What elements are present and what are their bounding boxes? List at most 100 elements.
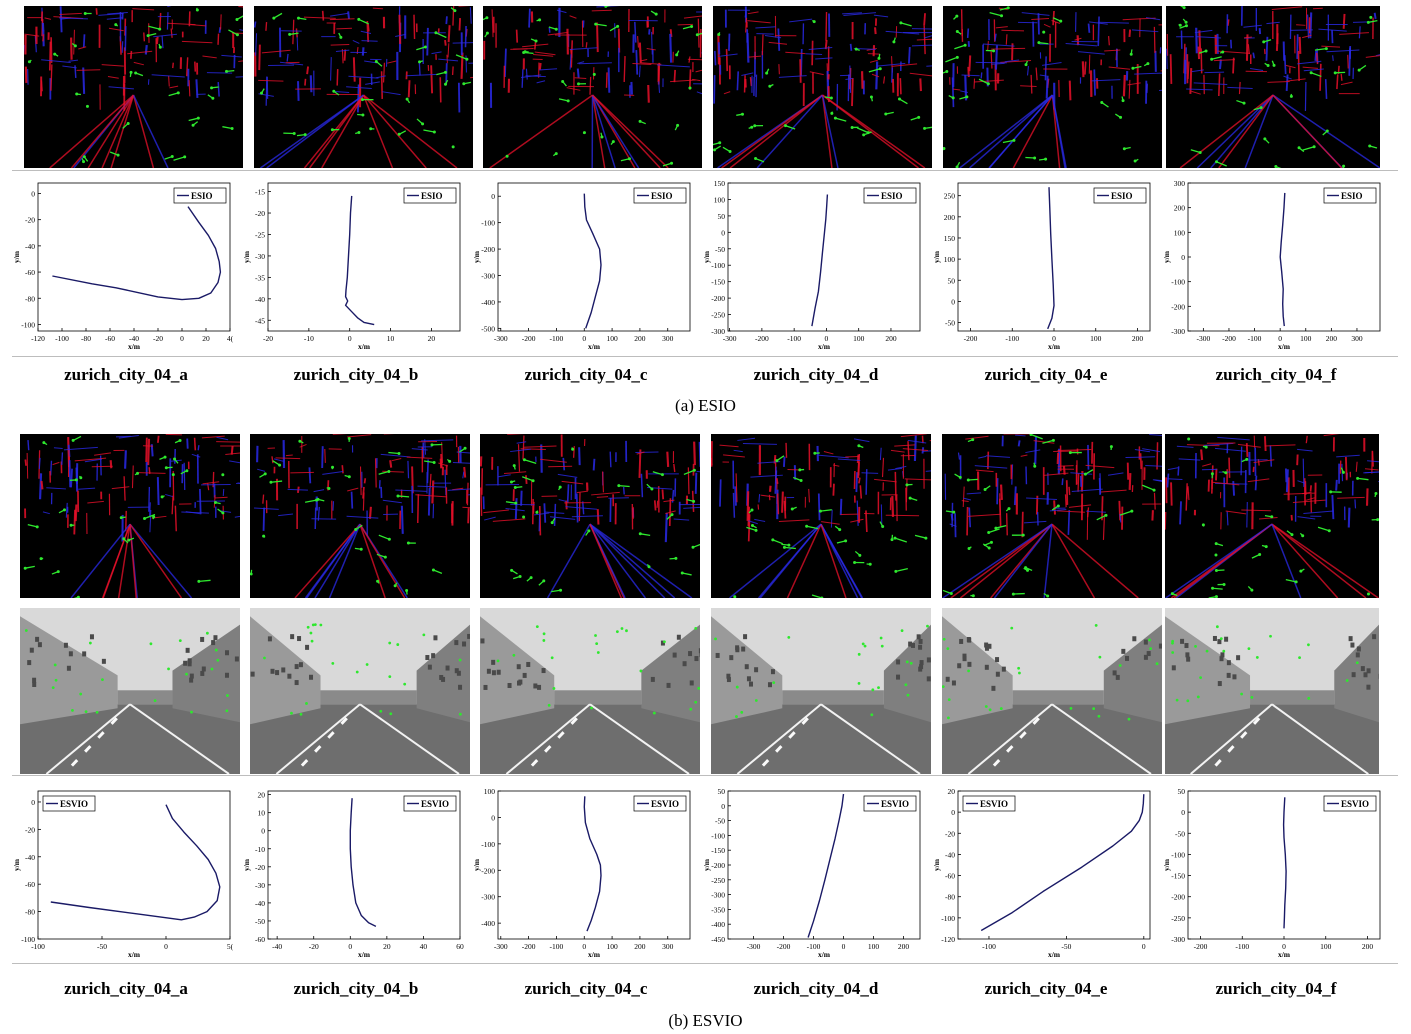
y-tick-label: -250 xyxy=(711,876,725,885)
x-tick-label: -100 xyxy=(31,942,45,951)
y-tick-label: -80 xyxy=(25,908,35,917)
y-tick-label: -30 xyxy=(255,252,265,261)
y-tick-label: -300 xyxy=(1171,327,1185,336)
legend: ESVIO xyxy=(863,795,917,812)
legend-label: ESVIO xyxy=(651,799,679,809)
y-tick-label: -200 xyxy=(1171,893,1185,902)
x-tick-label: -300 xyxy=(747,942,761,951)
sequence-name: zurich_city_04_f xyxy=(1215,365,1337,384)
y-tick-label: -400 xyxy=(481,919,495,928)
y-tick-label: 250 xyxy=(944,192,956,201)
y-tick-label: -100 xyxy=(711,261,725,270)
legend: ESVIO xyxy=(633,795,687,812)
y-tick-label: -20 xyxy=(255,863,265,872)
y-axis-label: y/m xyxy=(12,858,21,871)
x-axis-label: x/m xyxy=(818,342,831,351)
y-tick-label: 0 xyxy=(951,808,955,817)
trajectory-plot-b-2: 20 10 0 -10 -20 -30 -40 -50 -60 -40 -20 0 20 40 60 x/m y… xyxy=(242,790,464,959)
y-tick-label: -250 xyxy=(711,311,725,320)
x-tick-label: 200 xyxy=(634,334,646,343)
grayscale-frame xyxy=(480,608,700,774)
y-tick-label: -60 xyxy=(945,872,955,881)
y-tick-label: 200 xyxy=(944,213,956,222)
x-tick-label: 0 xyxy=(164,942,168,951)
y-tick-label: 100 xyxy=(714,195,726,204)
plot-frame xyxy=(727,790,921,940)
y-tick-label: -50 xyxy=(1175,829,1185,838)
y-tick-label: 0 xyxy=(31,798,35,807)
y-tick-label: -200 xyxy=(711,861,725,870)
x-axis-label: x/m xyxy=(588,950,601,959)
y-tick-label: -150 xyxy=(711,278,725,287)
trajectory-line xyxy=(52,206,222,301)
x-tick-label: -300 xyxy=(723,334,737,343)
y-tick-label: -80 xyxy=(945,893,955,902)
legend: ESVIO xyxy=(42,795,96,812)
y-tick-label: 150 xyxy=(714,179,726,188)
y-tick-label: -300 xyxy=(481,272,495,281)
y-axis-label: y/m xyxy=(12,250,21,263)
sequence-name: zurich_city_04_f xyxy=(1215,979,1337,998)
plot-frame xyxy=(37,790,231,940)
y-tick-label: -60 xyxy=(25,880,35,889)
trajectory-line xyxy=(1047,187,1055,330)
y-tick-label: 200 xyxy=(1174,204,1186,213)
trajectory-line xyxy=(344,195,375,326)
y-tick-label: 50 xyxy=(718,212,726,221)
grayscale-frame xyxy=(711,608,931,774)
y-tick-label: -50 xyxy=(945,319,955,328)
x-tick-label: -50 xyxy=(1061,942,1071,951)
grayscale-frame xyxy=(942,608,1162,774)
separator-line xyxy=(12,963,1398,964)
plot-frame xyxy=(727,182,921,332)
y-tick-label: -300 xyxy=(481,893,495,902)
x-tick-label: -200 xyxy=(1222,334,1236,343)
x-tick-label: 20 xyxy=(428,334,436,343)
y-tick-label: 20 xyxy=(258,791,266,800)
x-tick-label: -200 xyxy=(777,942,791,951)
trajectory-plot-b-4: 50 0 -50 -100 -150 -200 -250 -300 -350 -400 -450 -3… xyxy=(702,787,921,959)
legend-label: ESVIO xyxy=(421,799,449,809)
y-tick-label: -100 xyxy=(481,840,495,849)
x-axis-label: x/m xyxy=(358,342,371,351)
sequence-name: zurich_city_04_e xyxy=(984,365,1108,384)
sequence-name: zurich_city_04_c xyxy=(524,365,648,384)
trajectory-plot-b-6: 50 0 -50 -100 -150 -200 -250 -300 -200 -100 0 100 20… xyxy=(1162,787,1381,959)
legend-label: ESIO xyxy=(881,191,903,201)
legend: ESIO xyxy=(633,187,687,204)
sequence-name: zurich_city_04_a xyxy=(64,979,188,998)
y-tick-label: -80 xyxy=(25,294,35,303)
x-tick-label: 200 xyxy=(1132,334,1144,343)
y-tick-label: -50 xyxy=(715,245,725,254)
y-tick-label: 100 xyxy=(484,787,496,796)
event-image xyxy=(1166,6,1380,168)
y-axis-label: y/m xyxy=(472,250,481,263)
y-axis-label: y/m xyxy=(472,858,481,871)
y-tick-label: -300 xyxy=(711,891,725,900)
y-tick-label: -40 xyxy=(255,295,265,304)
x-tick-label: 0 xyxy=(1282,942,1286,951)
x-tick-label: 300 xyxy=(1351,334,1363,343)
trajectory-plot-a-2: -15 -20 -25 -30 -35 -40 -45 -20 -10 0 10 20 x/m y/m ES… xyxy=(242,182,461,351)
y-tick-label: -100 xyxy=(941,914,955,923)
x-tick-label: 5( xyxy=(227,942,234,951)
legend: ESIO xyxy=(1323,187,1377,204)
event-image xyxy=(483,6,702,168)
trajectory-plot-a-1: 0 -20 -40 -60 -80 -100 -120 -100 -80 -60 -40 -20 0 20… xyxy=(12,182,234,351)
trajectory-line xyxy=(1282,797,1287,929)
x-tick-label: 4( xyxy=(227,334,234,343)
sequence-name: zurich_city_04_b xyxy=(293,979,419,998)
y-tick-label: -20 xyxy=(945,829,955,838)
x-tick-label: -120 xyxy=(31,334,45,343)
legend-label: ESIO xyxy=(1111,191,1133,201)
x-axis-label: x/m xyxy=(128,342,141,351)
event-image xyxy=(250,434,470,598)
sequence-name: zurich_city_04_c xyxy=(524,979,648,998)
x-tick-label: -100 xyxy=(1235,942,1249,951)
event-image xyxy=(254,6,473,168)
y-tick-label: -300 xyxy=(711,327,725,336)
grayscale-frame xyxy=(250,608,470,774)
figure-caption-b: (b) ESVIO xyxy=(668,1011,743,1030)
x-tick-label: -20 xyxy=(263,334,273,343)
x-tick-label: 200 xyxy=(1362,942,1374,951)
